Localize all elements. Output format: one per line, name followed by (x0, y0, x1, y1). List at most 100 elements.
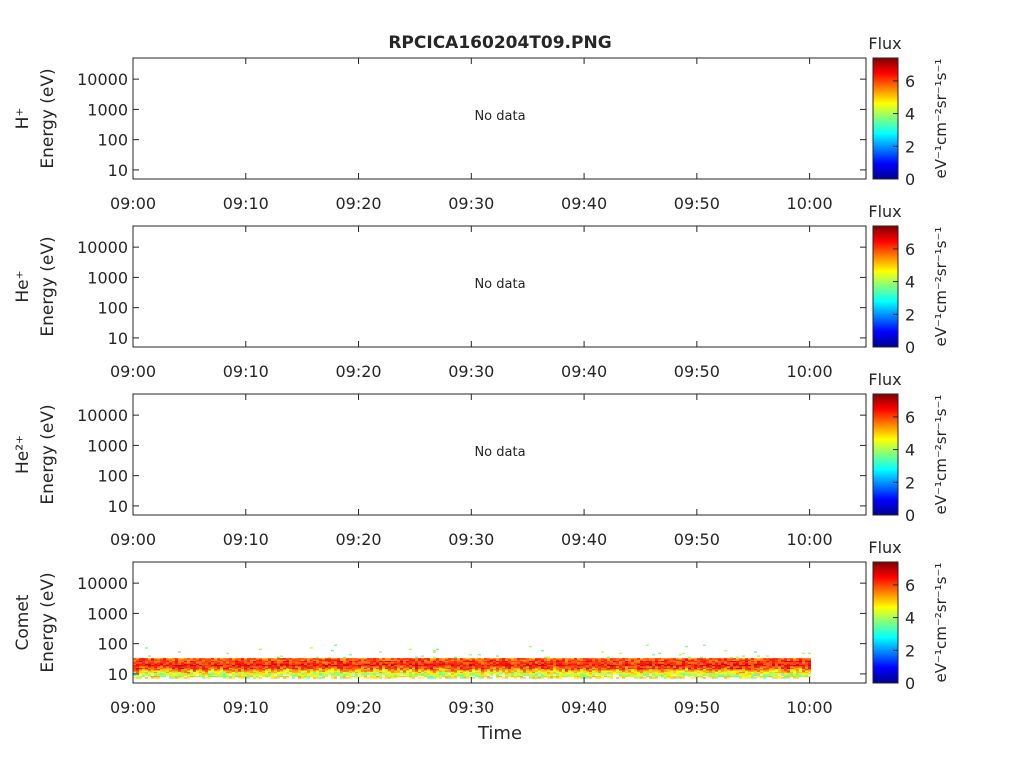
heatmap-cell (562, 666, 565, 668)
heatmap-cell (490, 663, 493, 665)
heatmap-cell (610, 677, 613, 679)
heatmap-cell (643, 667, 646, 670)
heatmap-cell (196, 662, 199, 664)
heatmap-cell (664, 675, 667, 678)
heatmap-cell (523, 669, 526, 671)
heatmap-cell (334, 663, 337, 665)
heatmap-cell (733, 664, 736, 667)
heatmap-cell (325, 675, 328, 678)
heatmap-cell (286, 669, 289, 671)
heatmap-cell (304, 671, 307, 674)
heatmap-cell (487, 659, 490, 661)
heatmap-cell (304, 667, 307, 670)
heatmap-cell (607, 675, 610, 678)
heatmap-cell (688, 663, 691, 665)
heatmap-cell (211, 670, 214, 672)
heatmap-cell (139, 659, 142, 661)
heatmap-cell (304, 674, 307, 676)
heatmap-cell (463, 662, 466, 664)
heatmap-cell (238, 673, 241, 675)
heatmap-cell (136, 674, 139, 676)
heatmap-cell (598, 663, 601, 665)
heatmap-cell (583, 664, 586, 667)
heatmap-cell (544, 658, 547, 660)
heatmap-cell (664, 673, 667, 675)
heatmap-cell (808, 660, 811, 663)
heatmap-cell (724, 659, 727, 661)
heatmap-cell (415, 671, 418, 674)
heatmap-cell (565, 664, 568, 667)
heatmap-cell (328, 659, 331, 661)
heatmap-cell (397, 664, 400, 667)
heatmap-cell (292, 674, 295, 676)
heatmap-cell (631, 663, 634, 665)
heatmap-cell (145, 673, 148, 675)
heatmap-cell (277, 664, 280, 667)
heatmap-cell (700, 669, 703, 671)
heatmap-cell (778, 664, 781, 667)
heatmap-cell (607, 662, 610, 664)
heatmap-cell (595, 673, 598, 675)
heatmap-cell (499, 662, 502, 664)
heatmap-cell (526, 667, 529, 670)
heatmap-cell (280, 674, 283, 676)
heatmap-cell (751, 664, 754, 667)
heatmap-cell (673, 664, 676, 667)
heatmap-cell (634, 664, 637, 667)
heatmap-cell (259, 677, 262, 679)
heatmap-cell (715, 677, 718, 679)
heatmap-cell (799, 669, 802, 671)
heatmap-cell (439, 659, 442, 661)
heatmap-cell (295, 674, 298, 676)
heatmap-cell (316, 656, 319, 659)
heatmap-cell (172, 662, 175, 664)
y-tick-label: 100 (97, 299, 128, 318)
heatmap-cell (169, 660, 172, 663)
heatmap-cell (478, 670, 481, 672)
heatmap-cell (226, 674, 229, 676)
heatmap-cell (370, 677, 373, 679)
heatmap-cell (655, 660, 658, 663)
heatmap-cell (802, 673, 805, 675)
heatmap-cell (295, 667, 298, 670)
heatmap-cell (322, 674, 325, 676)
heatmap-cell (403, 660, 406, 663)
heatmap-cell (139, 673, 142, 675)
heatmap-cell (589, 673, 592, 675)
heatmap-cell (472, 658, 475, 660)
heatmap-cell (709, 674, 712, 676)
heatmap-cell (805, 667, 808, 670)
heatmap-cell (493, 659, 496, 661)
heatmap-cell (286, 659, 289, 661)
heatmap-cell (247, 677, 250, 679)
heatmap-cell (334, 664, 337, 667)
heatmap-cell (634, 677, 637, 679)
heatmap-cell (757, 658, 760, 660)
heatmap-cell (670, 674, 673, 676)
heatmap-cell (451, 671, 454, 674)
heatmap-cell (433, 660, 436, 663)
heatmap-cell (328, 656, 331, 659)
heatmap-cell (793, 674, 796, 676)
heatmap-cell (412, 669, 415, 671)
heatmap-cell (631, 659, 634, 661)
heatmap-cell (421, 667, 424, 670)
heatmap-cell (424, 673, 427, 675)
heatmap-cell (607, 667, 610, 670)
heatmap-cell (610, 673, 613, 675)
heatmap-cell (148, 664, 151, 667)
heatmap-cell (187, 677, 190, 679)
heatmap-cell (760, 670, 763, 672)
heatmap-cell (793, 658, 796, 660)
heatmap-cell (328, 673, 331, 675)
heatmap-cell (175, 669, 178, 671)
heatmap-cell (685, 674, 688, 676)
heatmap-cell (640, 669, 643, 671)
heatmap-cell (727, 669, 730, 671)
heatmap-cell (706, 664, 709, 667)
heatmap-cell (394, 659, 397, 661)
x-tick-label: 10:00 (787, 194, 833, 213)
heatmap-cell (250, 659, 253, 661)
colorbar-tick-label: 6 (905, 576, 915, 595)
heatmap-cell (466, 662, 469, 664)
